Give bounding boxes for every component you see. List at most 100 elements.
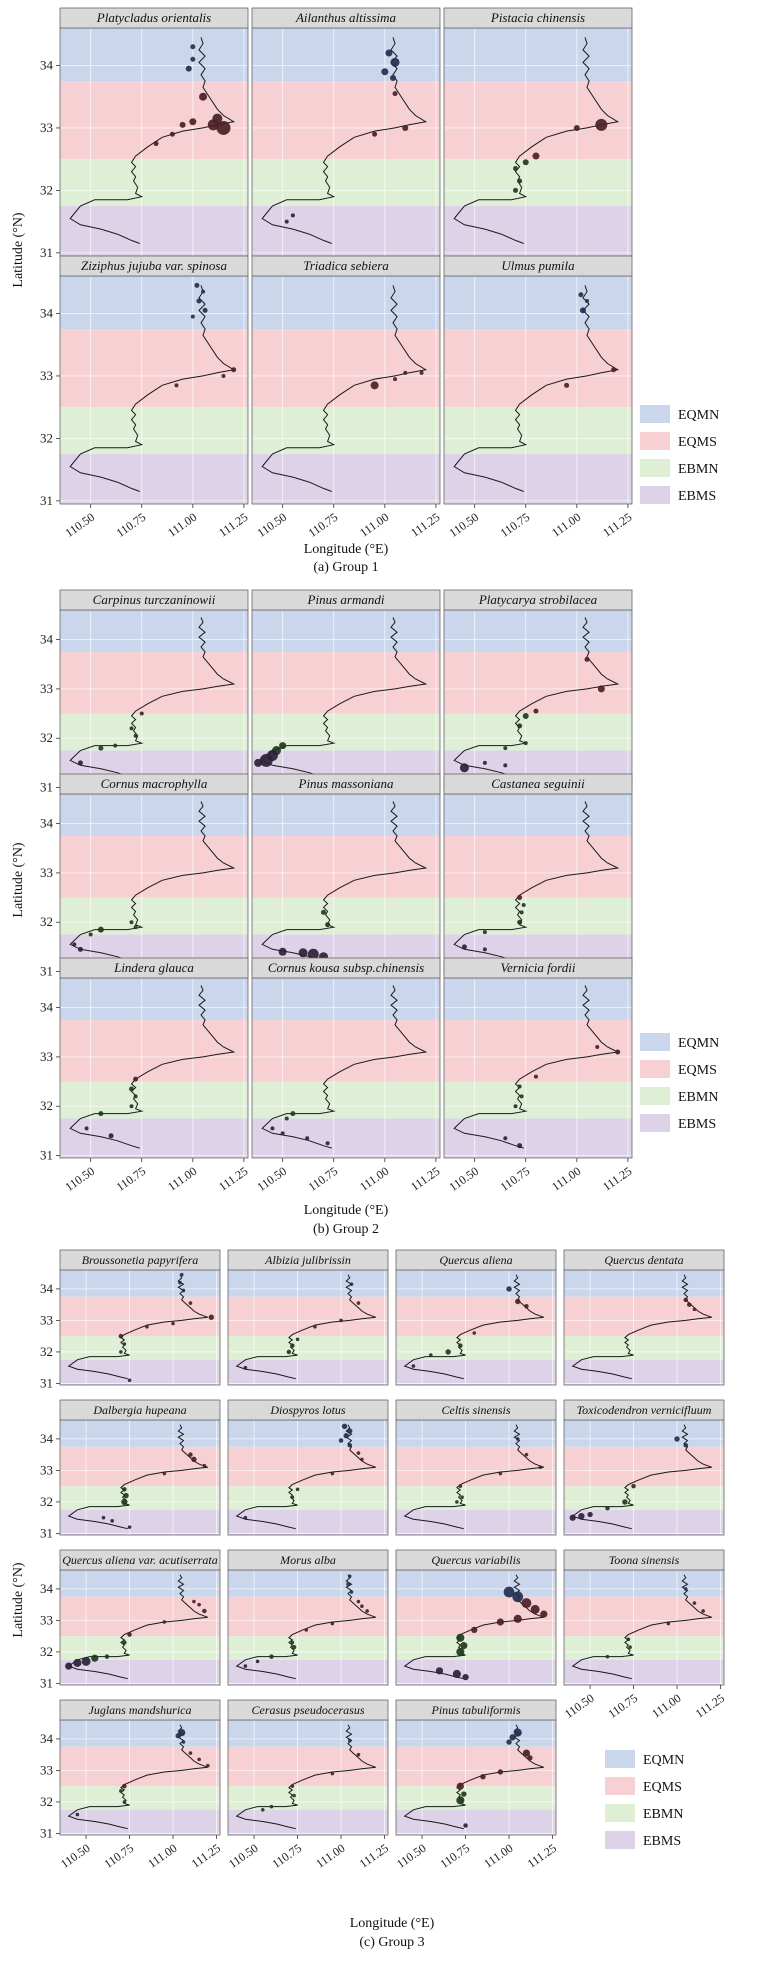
x-axis-label: Longitude (°E): [350, 1916, 435, 1931]
zone-band-eqms: [60, 651, 248, 714]
occurrence-point: [521, 902, 526, 907]
zone-band-ebmn: [564, 1336, 724, 1360]
occurrence-point: [122, 1342, 127, 1346]
x-tick-label: 111.00: [649, 1691, 683, 1721]
occurrence-point: [73, 1658, 82, 1667]
y-tick-label: 33: [40, 1312, 53, 1327]
y-tick-label: 31: [40, 493, 53, 508]
zone-band-eqms: [252, 651, 440, 714]
occurrence-point: [569, 1514, 576, 1521]
panel-title: Diospyros lotus: [269, 1403, 346, 1417]
zone-band-ebms: [60, 1809, 220, 1835]
occurrence-point: [356, 1301, 361, 1305]
zone-band-eqmn: [444, 794, 632, 836]
transect-line: [67, 1424, 208, 1530]
occurrence-point: [390, 74, 396, 81]
y-tick-label: 33: [40, 1049, 53, 1064]
occurrence-point: [330, 1621, 335, 1626]
occurrence-point: [564, 382, 570, 388]
panel-0-4: Triadica sebiera 110.50 110.75 111.00 111.25: [251, 255, 442, 540]
zone-band-eqms: [228, 1746, 388, 1787]
panel-2-1: Albizia julibrissin: [227, 1249, 389, 1386]
occurrence-point: [305, 1136, 310, 1141]
legend-swatch-ebmn: [605, 1804, 635, 1822]
zone-band-ebmn: [252, 1081, 440, 1119]
occurrence-point: [482, 760, 487, 765]
occurrence-point: [524, 1452, 529, 1457]
zone-band-ebms: [228, 1509, 388, 1535]
occurrence-point: [533, 1074, 538, 1079]
occurrence-point: [292, 1793, 296, 1798]
zone-band-ebms: [252, 454, 440, 504]
occurrence-point: [122, 1640, 127, 1645]
panel-2-14: Pinus tabuliformis 110.50 110.75 111.00 111.…: [394, 1699, 559, 1871]
legend-label: EBMS: [678, 1117, 716, 1132]
legend-label: EQMS: [678, 1063, 717, 1078]
occurrence-point: [190, 314, 195, 319]
zone-band-eqms: [252, 835, 440, 898]
occurrence-point: [119, 1789, 123, 1793]
occurrence-point: [522, 159, 529, 166]
occurrence-point: [270, 1126, 275, 1131]
occurrence-point: [196, 298, 202, 304]
x-tick-label: 110.75: [269, 1841, 304, 1871]
zone-band-ebmn: [444, 1081, 632, 1119]
occurrence-point: [278, 947, 287, 956]
y-tick-label: 34: [40, 1431, 54, 1446]
occurrence-point: [533, 708, 539, 714]
panel-title: Quercus aliena var. acutiserrata: [62, 1553, 218, 1567]
transect-line: [261, 985, 428, 1149]
zone-band-ebmn: [252, 159, 440, 207]
occurrence-point: [190, 44, 196, 50]
x-tick-label: 111.00: [165, 1164, 199, 1194]
occurrence-point: [97, 926, 104, 933]
occurrence-point: [201, 289, 206, 294]
occurrence-point: [72, 942, 77, 947]
zone-band-eqmn: [60, 276, 248, 330]
panel-title: Pinus tabuliformis: [430, 1703, 520, 1717]
zone-band-eqms: [228, 1296, 388, 1337]
occurrence-point: [372, 131, 378, 137]
x-tick-label: 110.50: [62, 510, 97, 540]
occurrence-point: [419, 370, 424, 375]
transect-line: [453, 801, 620, 965]
occurrence-point: [461, 944, 467, 950]
zone-band-eqms: [60, 1746, 220, 1787]
occurrence-point: [65, 1662, 73, 1670]
zone-band-eqmn: [444, 28, 632, 82]
legend-label: EQMN: [643, 1753, 684, 1768]
occurrence-point: [298, 948, 308, 958]
panel-title: Cornus macrophylla: [101, 776, 208, 791]
occurrence-point: [530, 1604, 540, 1614]
occurrence-point: [284, 1116, 289, 1121]
occurrence-point: [185, 65, 192, 72]
occurrence-point: [522, 1749, 531, 1757]
panel-2-7: Toxicodendron vernicifluum: [563, 1399, 725, 1536]
legend-swatch-eqmn: [640, 1033, 670, 1051]
y-tick-label: 33: [40, 1612, 53, 1627]
zone-band-ebmn: [228, 1636, 388, 1660]
panel-strip: [251, 773, 441, 795]
zone-band-eqmn: [396, 1420, 556, 1447]
panel-title: Ailanthus altissima: [295, 10, 397, 25]
x-tick-label: 111.25: [357, 1841, 391, 1871]
occurrence-point: [260, 1807, 265, 1812]
panel-title: Morus alba: [279, 1553, 336, 1567]
zone-band-eqmn: [228, 1420, 388, 1447]
occurrence-point: [517, 1084, 522, 1089]
occurrence-point: [330, 1471, 335, 1476]
panel-strip: [563, 1399, 725, 1421]
zone-band-ebmn: [396, 1786, 556, 1810]
occurrence-point: [692, 1307, 697, 1312]
zone-band-eqmn: [252, 28, 440, 82]
occurrence-point: [169, 131, 175, 137]
occurrence-point: [189, 118, 197, 126]
zone-band-ebms: [396, 1509, 556, 1535]
occurrence-point: [360, 1457, 364, 1462]
occurrence-point: [197, 1602, 201, 1607]
occurrence-point: [622, 1499, 628, 1505]
panel-strip: [227, 1399, 389, 1421]
legend: EQMN EQMS EBMN EBMS: [640, 1033, 719, 1132]
occurrence-point: [403, 370, 408, 375]
x-tick-label: 111.25: [525, 1841, 559, 1871]
